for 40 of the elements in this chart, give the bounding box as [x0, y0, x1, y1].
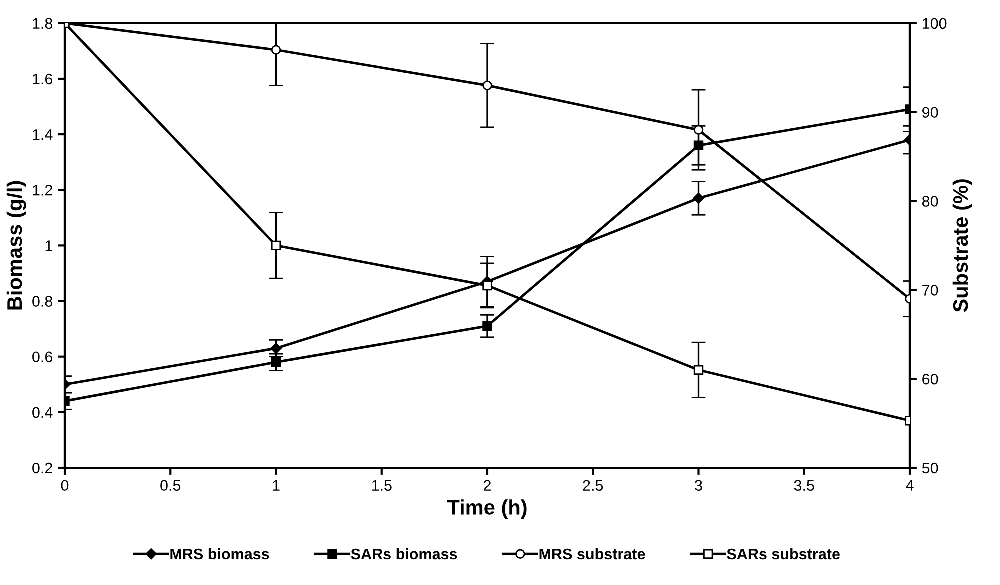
point — [693, 192, 704, 204]
y2-tick-label: 100 — [922, 18, 947, 30]
x-tick-label: 4 — [906, 480, 914, 491]
point — [482, 80, 492, 91]
y-tick-label: 1.2 — [33, 184, 52, 196]
x-axis-title: Time (h) — [447, 500, 527, 520]
x-tick-label: 2 — [484, 480, 491, 491]
y-tick-label: 1.8 — [33, 18, 53, 30]
x-tick-label: 3.5 — [794, 480, 814, 492]
y-tick-label: 1.6 — [33, 74, 53, 85]
y2-tick-label: 80 — [922, 196, 938, 207]
legend-label: MRS substrate — [540, 548, 646, 560]
y2-tick-label: 70 — [922, 285, 938, 296]
y2-tick-label: 60 — [922, 374, 938, 385]
point — [482, 280, 492, 291]
y-tick-label: 0.8 — [32, 296, 53, 307]
y-tick-label: 0.4 — [32, 407, 53, 418]
y2-axis-title: Substrate (%) — [952, 180, 972, 312]
point — [270, 342, 282, 354]
legend-label: SARs biomass — [351, 548, 458, 560]
x-tick-label: 2.5 — [583, 480, 604, 492]
x-tick-label: 3 — [695, 480, 702, 492]
y-tick-label: 0.6 — [32, 352, 53, 363]
point — [694, 365, 704, 376]
point — [482, 321, 492, 332]
point — [694, 125, 704, 135]
x-tick-label: 0.5 — [160, 480, 181, 492]
x-tick-label: 1.5 — [372, 480, 392, 492]
point — [271, 45, 282, 55]
legend-label: SARs substrate — [727, 548, 840, 560]
y-axis-title: Biomass (g/l) — [6, 181, 26, 310]
y-tick-label: 1 — [46, 240, 52, 252]
y-tick-label: 1.4 — [33, 130, 53, 140]
x-tick-label: 0 — [61, 480, 69, 492]
point — [271, 240, 282, 251]
legend-label: MRS biomass — [170, 548, 270, 560]
y2-tick-label: 90 — [922, 107, 938, 118]
y-tick-label: 0.2 — [32, 462, 52, 474]
y2-tick-label: 50 — [922, 462, 938, 474]
x-tick-label: 1 — [273, 480, 280, 491]
